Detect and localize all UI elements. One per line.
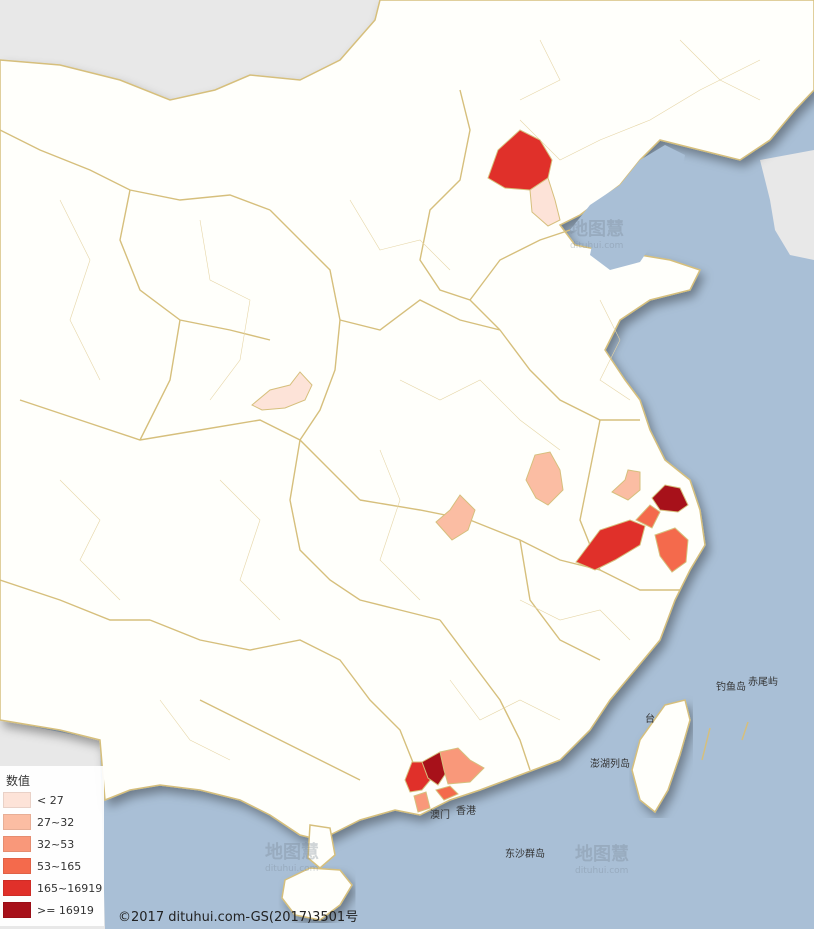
region-beijing[interactable] [487,129,553,191]
legend-label: 165~16919 [37,881,103,895]
bohai-sea [570,145,685,270]
legend-label: >= 16919 [37,903,94,917]
region-hangzhou[interactable] [575,519,646,571]
legend-title: 数值 [6,774,31,788]
region-huizhou[interactable] [439,747,485,785]
region-shanghai[interactable] [651,484,689,513]
region-xian[interactable] [251,371,313,411]
legend-item: 32~53 [3,836,74,852]
label-chiwei: 赤尾屿 [748,677,778,688]
county-borders [59,39,761,761]
sea-boundary-line [741,721,749,741]
watermark: 地图慧 dituhui.com [265,842,319,874]
label-penghu: 澎湖列岛 [590,759,630,770]
province-borders [0,89,680,781]
legend: 数值 < 27 27~32 32~53 53~165 165~16919 >= … [0,766,104,926]
watermark: 地图慧 dituhui.com [575,844,629,876]
legend-label: 32~53 [37,837,75,851]
legend-swatch [3,858,31,874]
legend-item: >= 16919 [3,902,94,918]
legend-item: 53~165 [3,858,81,874]
taiwan-island [631,699,691,814]
label-hongkong: 香港 [456,806,476,817]
region-wuhan[interactable] [435,494,476,541]
legend-item: 27~32 [3,814,74,830]
region-nanjing[interactable] [611,469,641,501]
legend-label: < 27 [37,793,64,807]
legend-swatch [3,880,31,896]
legend-label: 53~165 [37,859,82,873]
legend-item: < 27 [3,792,64,808]
region-ningbo[interactable] [654,527,689,573]
legend-swatch [3,902,31,918]
foreign-land-north [0,0,380,100]
legend-item: 165~16919 [3,880,102,896]
legend-swatch [3,814,31,830]
sea-boundary-line [701,727,711,761]
copyright: ©2017 dituhui.com-GS(2017)3501号 [118,910,359,925]
legend-label: 27~32 [37,815,75,829]
legend-swatch [3,792,31,808]
foreign-land-korea [760,150,814,260]
region-shenzhen[interactable] [435,785,459,801]
label-diaoyu: 钓鱼岛 [716,682,746,693]
region-hefei[interactable] [525,451,564,506]
data-regions[interactable] [251,129,689,813]
legend-swatch [3,836,31,852]
region-tianjin[interactable] [529,177,561,227]
leizhou-peninsula [307,824,336,869]
region-suzhou[interactable] [635,504,661,529]
label-macau: 澳门 [430,810,450,821]
label-dongsha: 东沙群岛 [505,849,545,860]
region-zhuhai[interactable] [413,791,431,813]
watermark: 地图慧 dituhui.com [570,219,624,251]
label-taiwan-tai: 台 [645,714,655,725]
